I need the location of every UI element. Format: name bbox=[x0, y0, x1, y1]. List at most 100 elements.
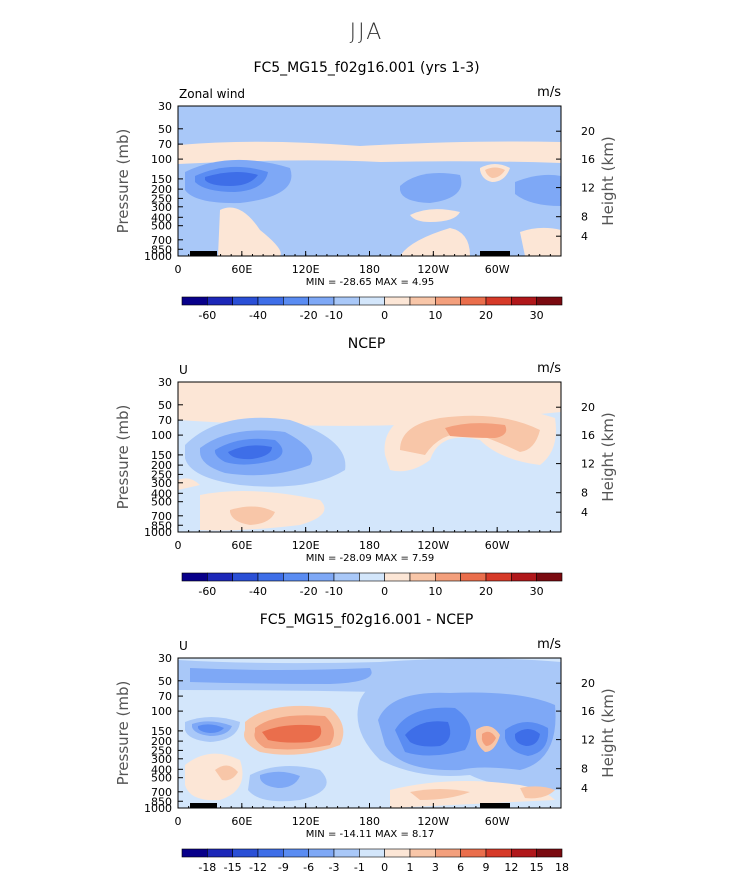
colorbar-label: 0 bbox=[381, 861, 388, 872]
y-tick-label: 250 bbox=[151, 744, 172, 757]
contour-region bbox=[230, 506, 275, 525]
y-tick-label: 50 bbox=[158, 123, 172, 136]
y-tick-label: 200 bbox=[151, 183, 172, 196]
colorbar-swatch bbox=[536, 572, 563, 582]
contour-region bbox=[218, 207, 281, 256]
contour-region bbox=[262, 724, 322, 743]
y-tick-label: 1000 bbox=[144, 526, 172, 539]
y-tick-label: 150 bbox=[151, 449, 172, 462]
colorbar-swatch bbox=[536, 296, 563, 306]
panel-3-title: FC5_MG15_f02g16.001 - NCEP bbox=[259, 612, 474, 628]
y-tick-label: 850 bbox=[151, 243, 172, 256]
y2-tick-label: 8 bbox=[581, 763, 588, 776]
colorbar-label: 3 bbox=[432, 861, 439, 872]
x-tick-label: 120W bbox=[417, 815, 449, 828]
y-tick-label: 100 bbox=[151, 429, 172, 442]
colorbar-label: 18 bbox=[555, 861, 569, 872]
contour-region bbox=[178, 141, 561, 164]
colorbar-swatch bbox=[308, 848, 335, 858]
y2-tick-label: 20 bbox=[581, 677, 595, 690]
y2-tick-label: 12 bbox=[581, 458, 595, 471]
y-tick-label: 200 bbox=[151, 735, 172, 748]
contour-region bbox=[205, 171, 258, 186]
contour-region bbox=[410, 209, 460, 222]
min-max-stats: MIN = -28.09 MAX = 7.59 bbox=[306, 553, 435, 564]
y-tick-label: 30 bbox=[158, 376, 172, 389]
y2-tick-label: 8 bbox=[581, 487, 588, 500]
panel-1-title: FC5_MG15_f02g16.001 (yrs 1-3) bbox=[253, 60, 480, 76]
y2-tick-label: 12 bbox=[581, 734, 595, 747]
colorbar-swatch bbox=[536, 848, 563, 858]
y2-tick-label: 4 bbox=[581, 230, 588, 243]
colorbar-swatch bbox=[409, 848, 436, 858]
y-tick-label: 850 bbox=[151, 519, 172, 532]
figure-title: JJA bbox=[349, 20, 384, 45]
colorbar-label: 12 bbox=[504, 861, 518, 872]
colorbar-label: 10 bbox=[428, 309, 442, 322]
colorbar-swatch bbox=[232, 848, 259, 858]
contour-region bbox=[260, 771, 300, 788]
y-tick-label: 400 bbox=[151, 211, 172, 224]
x-tick-label: 0 bbox=[175, 539, 182, 552]
y-tick-label: 700 bbox=[151, 234, 172, 247]
colorbar-label: -60 bbox=[198, 309, 216, 322]
colorbar-swatch bbox=[181, 848, 208, 858]
colorbar-label: 20 bbox=[479, 585, 493, 598]
x-tick-label: 60W bbox=[485, 539, 510, 552]
colorbar-swatch bbox=[333, 848, 360, 858]
colorbar-swatch bbox=[257, 848, 284, 858]
y-tick-label: 400 bbox=[151, 487, 172, 500]
y-tick-label: 70 bbox=[158, 138, 172, 151]
colorbar-swatch bbox=[485, 848, 512, 858]
contour-region bbox=[515, 729, 540, 746]
colorbar-label: -15 bbox=[224, 861, 242, 872]
x-tick-label: 60E bbox=[231, 815, 252, 828]
colorbar-label: 0 bbox=[381, 309, 388, 322]
colorbar-label: -20 bbox=[300, 585, 318, 598]
x-tick-label: 180 bbox=[359, 539, 380, 552]
y2-tick-label: 8 bbox=[581, 211, 588, 224]
y-axis-label: Pressure (mb) bbox=[114, 405, 132, 510]
topography-mask bbox=[190, 251, 217, 256]
y-tick-label: 1000 bbox=[144, 250, 172, 263]
y2-tick-label: 4 bbox=[581, 782, 588, 795]
colorbar-swatch bbox=[511, 848, 537, 858]
colorbar-label: -12 bbox=[249, 861, 267, 872]
colorbar-label: -10 bbox=[325, 585, 343, 598]
contour-region bbox=[198, 724, 224, 733]
contour-region bbox=[410, 789, 470, 800]
colorbar-label: 10 bbox=[428, 585, 442, 598]
colorbar-label: -20 bbox=[300, 309, 318, 322]
y2-tick-label: 16 bbox=[581, 429, 595, 442]
colorbar-swatch bbox=[435, 848, 461, 858]
y2-tick-label: 16 bbox=[581, 705, 595, 718]
topography-mask bbox=[480, 251, 510, 256]
contour-region bbox=[520, 786, 555, 799]
y-tick-label: 850 bbox=[151, 795, 172, 808]
y-tick-label: 500 bbox=[151, 772, 172, 785]
colorbar-label: 15 bbox=[530, 861, 544, 872]
x-tick-label: 120E bbox=[292, 539, 320, 552]
y-tick-label: 300 bbox=[151, 753, 172, 766]
colorbar-label: 30 bbox=[530, 309, 544, 322]
y2-tick-label: 4 bbox=[581, 506, 588, 519]
panel-left-label: U bbox=[179, 363, 188, 377]
contour-region bbox=[215, 765, 238, 781]
colorbar-swatch bbox=[384, 848, 411, 858]
colorbar-swatch bbox=[283, 848, 309, 858]
contour-region bbox=[520, 227, 561, 256]
y-axis-label: Pressure (mb) bbox=[114, 129, 132, 234]
contour-region bbox=[485, 167, 505, 178]
y-tick-label: 500 bbox=[151, 220, 172, 233]
y-tick-label: 300 bbox=[151, 477, 172, 490]
x-tick-label: 0 bbox=[175, 263, 182, 276]
units-label: m/s bbox=[537, 361, 561, 376]
colorbar-label: -3 bbox=[329, 861, 340, 872]
y-tick-label: 100 bbox=[151, 705, 172, 718]
x-tick-label: 120E bbox=[292, 815, 320, 828]
y-tick-label: 30 bbox=[158, 100, 172, 113]
colorbar-label: -40 bbox=[249, 309, 267, 322]
x-tick-label: 120W bbox=[417, 539, 449, 552]
x-tick-label: 60E bbox=[231, 263, 252, 276]
